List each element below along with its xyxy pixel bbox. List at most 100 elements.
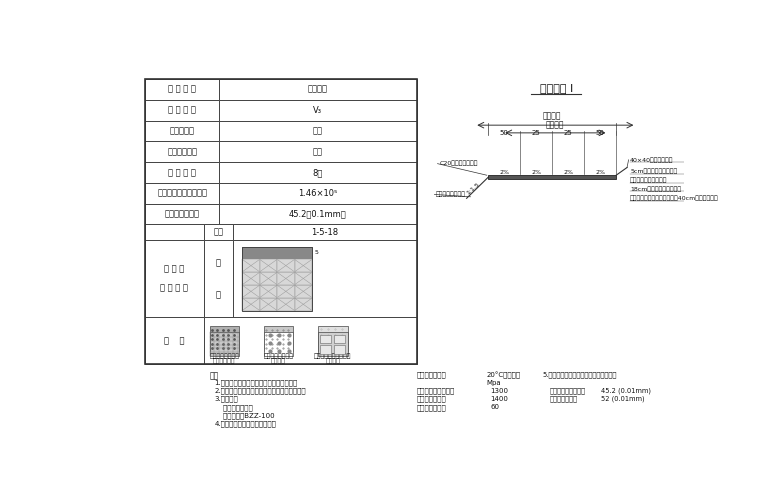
Bar <box>204 224 233 240</box>
Bar <box>233 240 416 317</box>
Text: 水泥稳定碑石：: 水泥稳定碑石： <box>549 396 577 402</box>
Text: 改建或新建: 改建或新建 <box>169 127 195 136</box>
Text: 25: 25 <box>564 130 572 136</box>
Text: 8年: 8年 <box>312 168 323 177</box>
Text: 25: 25 <box>532 130 540 136</box>
Text: 2%: 2% <box>499 170 509 174</box>
Text: 细粒式氥青混凝土: 细粒式氥青混凝土 <box>210 353 239 359</box>
Text: 中湿: 中湿 <box>313 147 323 156</box>
Bar <box>204 240 233 317</box>
Text: 路基宽度: 路基宽度 <box>543 111 562 120</box>
Text: 45.2 (0.01mm): 45.2 (0.01mm) <box>601 388 651 394</box>
Bar <box>210 332 239 356</box>
Bar <box>260 272 277 285</box>
Bar <box>264 326 293 351</box>
Bar <box>489 175 616 179</box>
Text: 40×40重叠片石边沟: 40×40重叠片石边沟 <box>630 157 673 163</box>
Text: 中粒式氥青混凝土：: 中粒式氥青混凝土： <box>549 388 585 394</box>
Text: 1300: 1300 <box>490 388 508 394</box>
Bar <box>145 183 219 204</box>
Text: 1.图中尺寸以厘米计，路面结构为示意图。: 1.图中尺寸以厘米计，路面结构为示意图。 <box>214 380 298 386</box>
Text: 水泥稳定碑石: 水泥稳定碑石 <box>213 358 236 364</box>
Text: 路基干湿类型: 路基干湿类型 <box>167 147 197 156</box>
Text: 1-5-18: 1-5-18 <box>312 228 338 237</box>
Bar <box>210 326 239 351</box>
Bar <box>145 120 219 141</box>
Text: 级配碑石: 级配碑石 <box>271 358 287 364</box>
Bar <box>295 259 312 272</box>
Bar <box>334 335 345 343</box>
Text: 1:1.5: 1:1.5 <box>466 181 481 196</box>
Bar <box>260 259 277 272</box>
Bar <box>233 224 416 240</box>
Text: 注：: 注： <box>210 371 219 381</box>
Bar <box>320 335 331 343</box>
Bar <box>145 204 219 224</box>
Bar <box>219 162 416 183</box>
Bar <box>318 332 347 356</box>
Bar <box>145 100 219 120</box>
Bar <box>277 272 295 285</box>
Text: 自 然 区 域: 自 然 区 域 <box>168 106 196 114</box>
Text: V₃: V₃ <box>313 106 322 114</box>
Text: C20混凝土加固路肩: C20混凝土加固路肩 <box>440 161 478 166</box>
Text: 图: 图 <box>216 259 220 268</box>
Bar <box>145 141 219 162</box>
Text: 片石补强: 片石补强 <box>325 358 340 364</box>
Bar <box>295 298 312 311</box>
Bar <box>260 285 277 298</box>
Bar <box>242 298 260 311</box>
Text: 一个车道累计当量轴次: 一个车道累计当量轴次 <box>157 189 207 198</box>
Text: 结构层材料名称: 结构层材料名称 <box>416 371 446 378</box>
Bar <box>145 240 204 317</box>
Text: 代号: 代号 <box>214 228 223 237</box>
Bar <box>295 285 312 298</box>
Bar <box>242 247 312 259</box>
Bar <box>295 272 312 285</box>
Text: 路 面 结 构: 路 面 结 构 <box>160 283 188 292</box>
Bar <box>320 345 331 354</box>
Bar <box>219 204 416 224</box>
Text: 2.路面各结构层厉度根据现有交通量计算确定。: 2.路面各结构层厉度根据现有交通量计算确定。 <box>214 388 306 394</box>
Bar <box>219 141 416 162</box>
Text: 18cm厚水泥稳定碑石基层: 18cm厚水泥稳定碑石基层 <box>630 186 681 192</box>
Bar <box>219 183 416 204</box>
Text: 设计弹弹变形値: 设计弹弹变形値 <box>165 210 200 219</box>
Text: 路基底面（路基最小压实厉度40cm片石补强处）: 路基底面（路基最小压实厉度40cm片石补强处） <box>630 196 719 201</box>
Text: 2%: 2% <box>563 170 573 174</box>
Text: 铺筑宽度: 铺筑宽度 <box>546 120 565 129</box>
Text: 45.2（0.1mm）: 45.2（0.1mm） <box>289 210 347 219</box>
Bar <box>219 79 416 100</box>
Text: 图    例: 图 例 <box>164 336 185 345</box>
Text: 2%: 2% <box>595 170 605 174</box>
Text: 氥青路面: 氥青路面 <box>308 85 328 94</box>
Text: 透层氥青（不计厉度）: 透层氥青（不计厉度） <box>314 353 352 359</box>
Text: 5cm厚中粒式氥青混凝土: 5cm厚中粒式氥青混凝土 <box>630 168 677 174</box>
Text: 1.46×10⁵: 1.46×10⁵ <box>298 189 337 198</box>
Bar <box>242 285 260 298</box>
Bar <box>219 100 416 120</box>
Text: 中粒式氥青混凝土：: 中粒式氥青混凝土： <box>416 388 455 394</box>
Bar <box>242 259 260 272</box>
Text: 层叠片石加固路肩: 层叠片石加固路肩 <box>436 192 466 197</box>
Text: 公路等级：四级: 公路等级：四级 <box>214 404 253 411</box>
Bar <box>242 247 312 311</box>
Text: 20°C抗压模量: 20°C抗压模量 <box>486 371 521 379</box>
Text: 3.设计参数: 3.设计参数 <box>214 396 238 402</box>
Bar <box>219 120 416 141</box>
Text: 行 车 道: 行 车 道 <box>164 265 185 274</box>
Bar <box>204 317 416 364</box>
Bar <box>264 332 293 356</box>
Bar <box>242 272 260 285</box>
Bar <box>145 224 204 240</box>
Bar <box>277 285 295 298</box>
Text: 流建氥青路面：: 流建氥青路面： <box>416 404 446 411</box>
Text: 52 (0.01mm): 52 (0.01mm) <box>601 396 644 402</box>
Text: 4.路面各结构层材料抗压模量：: 4.路面各结构层材料抗压模量： <box>214 420 276 427</box>
Text: 50: 50 <box>596 130 605 136</box>
Bar <box>145 79 219 100</box>
Bar <box>334 345 345 354</box>
Text: 设 计 年 限: 设 计 年 限 <box>168 168 196 177</box>
Text: 1400: 1400 <box>490 396 508 402</box>
Bar <box>145 79 416 364</box>
